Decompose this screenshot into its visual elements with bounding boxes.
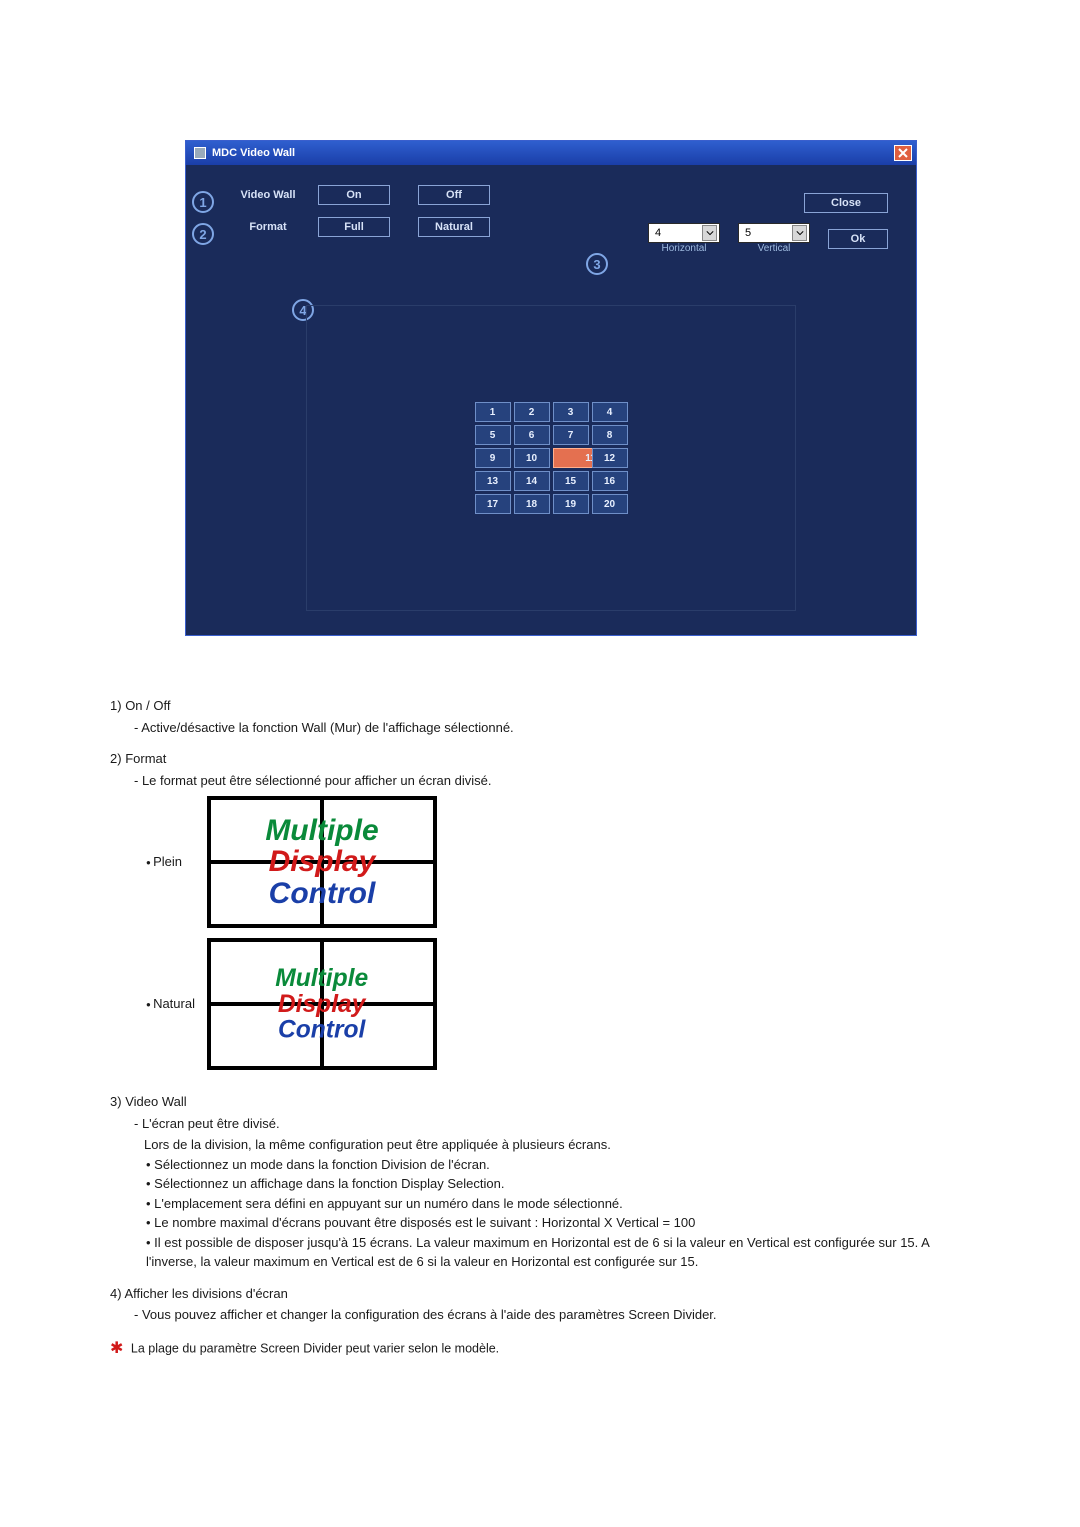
num-3: 3) (110, 1094, 122, 1109)
item-3: 3) Video Wall - L'écran peut être divisé… (110, 1092, 970, 1272)
grid-cell-8[interactable]: 8 (592, 425, 628, 445)
vertical-label: Vertical (738, 243, 810, 254)
grid-cell-12[interactable]: 12 (592, 448, 628, 468)
preview-area: 1234567891011121314151617181920 (306, 305, 796, 611)
grid-cell-5[interactable]: 5 (475, 425, 511, 445)
marker-3: 3 (586, 253, 608, 275)
window-title-text: MDC Video Wall (212, 147, 295, 159)
horizontal-select[interactable]: 4 (648, 223, 720, 243)
star-icon: ✱ (110, 1340, 123, 1357)
b4: • Le nombre maximal d'écrans pouvant êtr… (146, 1213, 970, 1233)
grid-cell-4[interactable]: 4 (592, 402, 628, 422)
title-3: Video Wall (125, 1094, 186, 1109)
mdc-l2: Display (265, 846, 378, 878)
label-plein: Plein (146, 796, 207, 938)
title-1: On / Off (125, 698, 170, 713)
grid-cell-15[interactable]: 15 (553, 471, 589, 491)
b1: • Sélectionnez un mode dans la fonction … (146, 1155, 970, 1175)
item-2: 2) Format - Le format peut être sélectio… (110, 749, 970, 1080)
mdc-video-wall-window: MDC Video Wall 1 2 3 4 Video Wall On Off (185, 140, 917, 636)
on-button[interactable]: On (318, 185, 390, 205)
app-icon (194, 147, 206, 159)
chevron-down-icon (702, 225, 717, 241)
title-4: Afficher les divisions d'écran (124, 1286, 287, 1301)
footnote: ✱ La plage du paramètre Screen Divider p… (110, 1337, 970, 1361)
window-title: MDC Video Wall (190, 147, 295, 159)
mdc-l3: Control (276, 1017, 369, 1043)
item-1: 1) On / Off - Active/désactive la foncti… (110, 696, 970, 737)
format-table: Plein Multiple Display Control (146, 796, 449, 1080)
grid-cell-6[interactable]: 6 (514, 425, 550, 445)
natural-button[interactable]: Natural (418, 217, 490, 237)
grid-cell-16[interactable]: 16 (592, 471, 628, 491)
format-full-preview: Multiple Display Control (207, 796, 437, 928)
mdc-l1: Multiple (265, 815, 378, 847)
label-natural: Natural (146, 938, 207, 1080)
p1: - L'écran peut être divisé. (134, 1114, 970, 1134)
vertical-select[interactable]: 5 (738, 223, 810, 243)
mdc-l3: Control (265, 878, 378, 910)
sub-1: - Active/désactive la fonction Wall (Mur… (134, 718, 970, 738)
grid-cell-1[interactable]: 1 (475, 402, 511, 422)
close-icon[interactable] (894, 145, 912, 161)
marker-1: 1 (192, 191, 214, 213)
b2: • Sélectionnez un affichage dans la fonc… (146, 1174, 970, 1194)
sub-4: - Vous pouvez afficher et changer la con… (134, 1305, 970, 1325)
b3: • L'emplacement sera défini en appuyant … (146, 1194, 970, 1214)
b5: • Il est possible de disposer jusqu'à 15… (146, 1233, 970, 1272)
mdc-l2: Display (276, 991, 369, 1017)
marker-2: 2 (192, 223, 214, 245)
p2: Lors de la division, la même configurati… (144, 1135, 970, 1155)
num-4: 4) (110, 1286, 122, 1301)
item-4: 4) Afficher les divisions d'écran - Vous… (110, 1284, 970, 1325)
num-1: 1) (110, 698, 122, 713)
full-button[interactable]: Full (318, 217, 390, 237)
grid-cell-13[interactable]: 13 (475, 471, 511, 491)
close-button[interactable]: Close (804, 193, 888, 213)
documentation: 1) On / Off - Active/désactive la foncti… (110, 696, 970, 1361)
mdc-l1: Multiple (276, 965, 369, 991)
grid-cell-3[interactable]: 3 (553, 402, 589, 422)
grid-cell-7[interactable]: 7 (553, 425, 589, 445)
format-natural-preview: Multiple Display Control (207, 938, 437, 1070)
sub-2: - Le format peut être sélectionné pour a… (134, 771, 970, 791)
grid-cell-10[interactable]: 10 (514, 448, 550, 468)
grid-cell-14[interactable]: 14 (514, 471, 550, 491)
horizontal-label: Horizontal (648, 243, 720, 254)
grid-cell-20[interactable]: 20 (592, 494, 628, 514)
grid-cell-17[interactable]: 17 (475, 494, 511, 514)
grid-cell-19[interactable]: 19 (553, 494, 589, 514)
chevron-down-icon (792, 225, 807, 241)
grid-cell-2[interactable]: 2 (514, 402, 550, 422)
titlebar: MDC Video Wall (186, 141, 916, 165)
off-button[interactable]: Off (418, 185, 490, 205)
label-video-wall: Video Wall (234, 189, 302, 201)
screen-grid: 1234567891011121314151617181920 (475, 402, 628, 514)
grid-cell-9[interactable]: 9 (475, 448, 511, 468)
grid-cell-18[interactable]: 18 (514, 494, 550, 514)
title-2: Format (125, 751, 166, 766)
vertical-value: 5 (745, 227, 751, 239)
footnote-text: La plage du paramètre Screen Divider peu… (131, 1341, 499, 1355)
num-2: 2) (110, 751, 122, 766)
horizontal-value: 4 (655, 227, 661, 239)
ok-button[interactable]: Ok (828, 229, 888, 249)
label-format: Format (234, 221, 302, 233)
